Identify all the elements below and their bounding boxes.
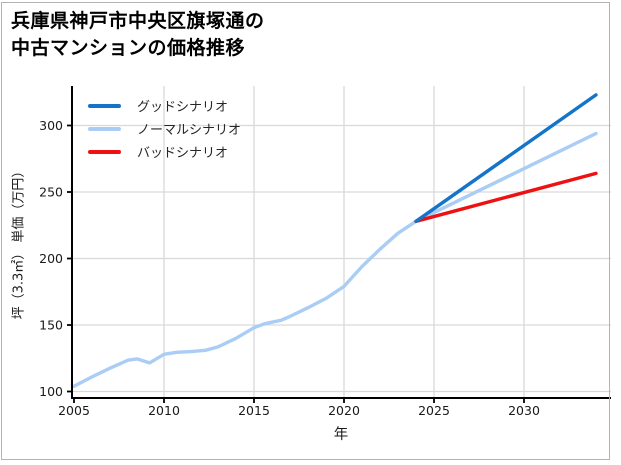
y-tick-label: 200 [39, 251, 63, 266]
chart-title-line1: 兵庫県神戸市中央区旗塚通の [11, 10, 265, 32]
x-axis-title: 年 [333, 427, 349, 443]
y-tick-label: 300 [39, 118, 63, 133]
legend-label-bad: バッドシナリオ [137, 146, 229, 161]
x-tick-label: 2025 [418, 403, 450, 418]
x-tick-label: 2020 [328, 403, 360, 418]
x-tick-label: 2010 [148, 403, 180, 418]
y-axis-title: 坪（3.3㎡） 単価（万円） [11, 164, 27, 320]
bad-scenario-line-swatch [88, 149, 121, 154]
chart-legend: グッドシナリオ ノーマルシナリオ バッドシナリオ [88, 94, 241, 163]
legend-item-bad: バッドシナリオ [88, 140, 241, 163]
x-tick-label: 2030 [508, 403, 540, 418]
bad-scenario-line [414, 171, 598, 224]
legend-label-normal: ノーマルシナリオ [137, 123, 242, 138]
good-scenario-line-swatch [88, 103, 121, 108]
legend-item-good: グッドシナリオ [88, 94, 241, 117]
chart-title-line2: 中古マンションの価格推移 [11, 37, 246, 59]
normal-scenario-line-swatch [88, 126, 121, 131]
y-tick-label: 100 [39, 384, 63, 399]
y-tick-label: 150 [39, 317, 63, 332]
legend-item-normal: ノーマルシナリオ [88, 117, 241, 140]
normal-scenario-line [72, 131, 598, 388]
x-tick-label: 2005 [58, 403, 90, 418]
x-tick-label: 2015 [238, 403, 270, 418]
legend-label-good: グッドシナリオ [137, 100, 229, 115]
y-tick-label: 250 [39, 184, 63, 199]
chart-title: 兵庫県神戸市中央区旗塚通の 中古マンションの価格推移 [11, 8, 265, 62]
good-scenario-line [414, 93, 598, 224]
